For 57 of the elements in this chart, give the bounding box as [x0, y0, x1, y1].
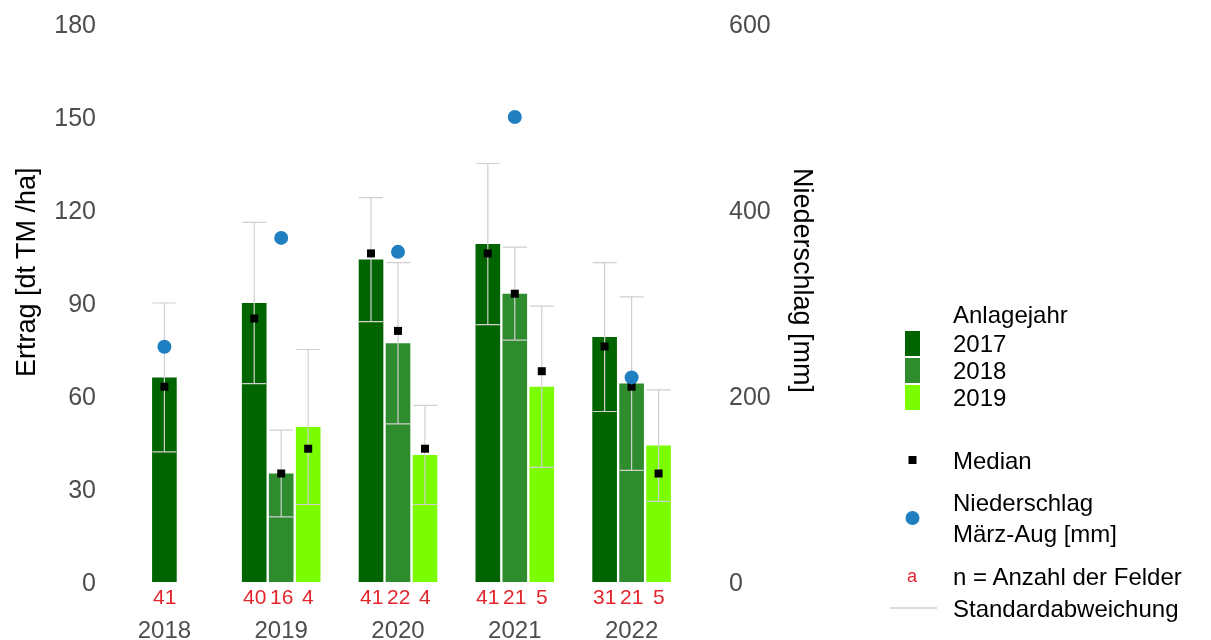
- text: 40: [243, 585, 267, 608]
- bar: [646, 445, 671, 582]
- y-tick-label: 90: [68, 288, 96, 317]
- text: 5: [536, 585, 548, 608]
- bar: [412, 454, 438, 582]
- point: [274, 230, 289, 245]
- legend-label: 2018: [953, 357, 1007, 384]
- bar: [529, 386, 555, 582]
- bar: [592, 337, 617, 582]
- bar: [385, 343, 411, 582]
- y-tick-label: 150: [54, 102, 96, 131]
- bar: [268, 473, 294, 582]
- y-tick-label: 30: [68, 474, 96, 503]
- x-tick-label: 2019: [254, 615, 308, 640]
- y2-tick-label: 600: [729, 9, 771, 38]
- point: [624, 370, 639, 385]
- text: 41: [476, 585, 500, 608]
- x-tick-label: 2020: [371, 615, 425, 640]
- y2-tick-label: 0: [729, 567, 743, 596]
- legend-label: Niederschlag März-Aug [mm]: [953, 489, 1118, 548]
- legend-title: Anlagejahr: [953, 301, 1068, 328]
- y-tick-label: 0: [82, 567, 96, 596]
- legend-label: Median: [953, 447, 1032, 474]
- legend-label: 2017: [953, 330, 1007, 357]
- y-tick-label: 180: [54, 9, 96, 38]
- point: [391, 244, 405, 259]
- y-tick-label: 60: [68, 381, 96, 410]
- text: 31: [593, 585, 617, 608]
- text: 22: [387, 585, 411, 608]
- text: 21: [503, 585, 527, 608]
- bar: [502, 293, 528, 582]
- text: a: [907, 566, 918, 586]
- legend-label: 2019: [953, 384, 1007, 411]
- point: [157, 339, 172, 354]
- text: Standardabweichung: [953, 595, 1179, 622]
- bar: [358, 259, 384, 582]
- text: 4: [302, 585, 314, 608]
- bar: [295, 427, 321, 582]
- y-axis-title: Ertrag [dt TM /ha]: [11, 167, 41, 377]
- text: 21: [620, 585, 644, 608]
- bar: [619, 383, 644, 582]
- y-tick-label: 120: [54, 195, 96, 224]
- text: 41: [360, 585, 384, 608]
- text: 4: [419, 585, 431, 608]
- x-tick-label: 2021: [488, 615, 542, 640]
- y2-tick-label: 200: [729, 381, 771, 410]
- bar: [475, 244, 501, 582]
- text: n = Anzahl der Felder: [953, 563, 1182, 590]
- x-tick-label: 2018: [137, 615, 192, 640]
- text: 16: [270, 585, 294, 608]
- bar: [241, 303, 267, 582]
- text: 41: [153, 585, 177, 608]
- x-tick-label: 2022: [604, 615, 659, 640]
- point: [507, 110, 522, 124]
- y2-tick-label: 400: [729, 195, 771, 224]
- y2-axis-title: Niederschlag [mm]: [788, 168, 818, 394]
- text: 5: [653, 585, 665, 608]
